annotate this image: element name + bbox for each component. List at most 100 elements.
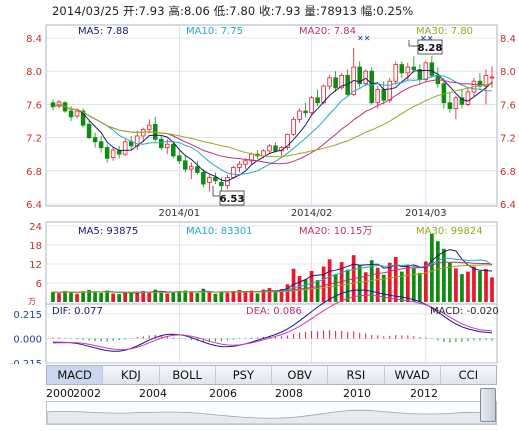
price-ytick-right: 6.4 xyxy=(500,200,516,211)
candle xyxy=(399,61,405,78)
volume-bar xyxy=(399,271,404,302)
volume-bar xyxy=(273,291,278,302)
candle xyxy=(110,147,116,161)
candle-body xyxy=(429,62,435,76)
candle-body xyxy=(207,177,212,183)
candle xyxy=(195,160,200,175)
candle xyxy=(273,142,278,153)
volume-bar xyxy=(466,271,470,302)
time-navigator[interactable]: 2000 2002 2004 2006 2008 2010 2012 xyxy=(46,387,497,425)
candle xyxy=(417,64,423,84)
macd-series xyxy=(52,289,493,352)
tab-obv[interactable]: OBV xyxy=(272,366,329,384)
candle-body xyxy=(483,74,489,87)
volume-ytick: 24 xyxy=(29,222,42,233)
candle-body xyxy=(297,110,302,120)
volume-bar xyxy=(472,266,476,302)
tab-rsi[interactable]: RSI xyxy=(328,366,385,384)
candlestick-series xyxy=(50,47,495,194)
candle xyxy=(453,96,459,120)
volume-bar xyxy=(231,290,236,302)
x-tick-label: 2014/01 xyxy=(159,208,201,219)
svg-text:✕✕: ✕✕ xyxy=(420,34,433,43)
volume-bar xyxy=(369,260,374,302)
volume-ma-label: MA5: 93875 xyxy=(78,226,138,237)
volume-bar xyxy=(147,292,152,302)
candle xyxy=(285,133,290,151)
candle xyxy=(237,160,242,173)
volume-bar xyxy=(454,268,458,302)
volume-bar xyxy=(490,277,494,302)
price-ma-label: MA20: 7.84 xyxy=(299,26,356,37)
candle-body xyxy=(164,143,170,148)
volume-bar xyxy=(249,290,254,302)
volume-bar xyxy=(357,265,362,302)
candle xyxy=(477,72,483,90)
candle-body xyxy=(189,166,194,170)
tab-macd[interactable]: MACD xyxy=(47,366,104,384)
candle-body xyxy=(357,66,362,85)
volume-bar xyxy=(81,291,85,302)
candle-body xyxy=(459,97,465,105)
candle-body xyxy=(219,182,224,187)
candle-body xyxy=(98,141,104,148)
volume-bars xyxy=(51,233,494,302)
candle xyxy=(74,108,80,119)
candle xyxy=(183,155,188,173)
dif-label: DIF: 0.077 xyxy=(52,306,103,317)
volume-bar xyxy=(105,290,109,302)
volume-bar xyxy=(75,293,79,302)
candle xyxy=(351,47,356,97)
navigator-year-label: 2008 xyxy=(275,387,303,400)
volume-bar xyxy=(243,292,248,302)
ma10-line xyxy=(52,75,493,176)
navigator-years: 2000 2002 2004 2006 2008 2010 2012 xyxy=(46,387,497,401)
candle-body xyxy=(381,89,387,101)
candle-body xyxy=(171,143,176,157)
tab-cci[interactable]: CCI xyxy=(458,368,479,382)
tab-kdj[interactable]: KDJ xyxy=(103,366,160,384)
candle-body xyxy=(291,118,296,135)
candle xyxy=(146,119,152,134)
candle-body xyxy=(309,97,314,114)
price-ytick-left: 7.2 xyxy=(26,134,42,145)
candle-body xyxy=(453,97,459,109)
navigator-overview[interactable] xyxy=(46,401,497,425)
candle xyxy=(411,56,417,73)
volume-ytick: 18 xyxy=(29,241,42,252)
price-panel-frame xyxy=(45,24,498,207)
volume-bar xyxy=(135,291,140,302)
navigator-drag-handle[interactable] xyxy=(480,388,496,422)
zoom-markers: ✕✕ ✕✕ xyxy=(357,34,433,43)
candle xyxy=(429,56,435,78)
volume-bar xyxy=(51,291,55,302)
candle xyxy=(327,74,332,90)
volume-bar xyxy=(159,292,164,302)
price-ytick-right: 8.4 xyxy=(500,34,516,45)
macd-ytick: -0.215 xyxy=(10,359,42,364)
volume-bar xyxy=(189,292,194,302)
candle xyxy=(375,86,381,109)
volume-bar xyxy=(460,274,464,302)
candle-body xyxy=(411,66,417,70)
candle-body xyxy=(447,102,453,109)
candle-body xyxy=(86,123,92,138)
candle-body xyxy=(237,163,242,168)
tab-wvad[interactable]: WVAD xyxy=(385,366,441,384)
dea-label: DEA: 0.086 xyxy=(246,306,302,317)
volume-bar xyxy=(375,267,380,302)
tab-psy[interactable]: PSY xyxy=(216,366,272,384)
candle-body xyxy=(285,133,290,148)
candle-body xyxy=(146,124,152,130)
candle-body xyxy=(315,97,320,104)
tab-boll[interactable]: BOLL xyxy=(160,366,216,384)
candle-body xyxy=(158,138,164,148)
volume-bar xyxy=(123,292,128,302)
volume-bar xyxy=(417,272,422,302)
volume-bar xyxy=(201,288,206,302)
macd-ytick: 0.000 xyxy=(13,335,42,346)
candle xyxy=(122,139,128,156)
volume-bar xyxy=(387,262,392,302)
vol-ma30-line xyxy=(52,264,493,294)
navigator-year-label: 2006 xyxy=(209,387,237,400)
